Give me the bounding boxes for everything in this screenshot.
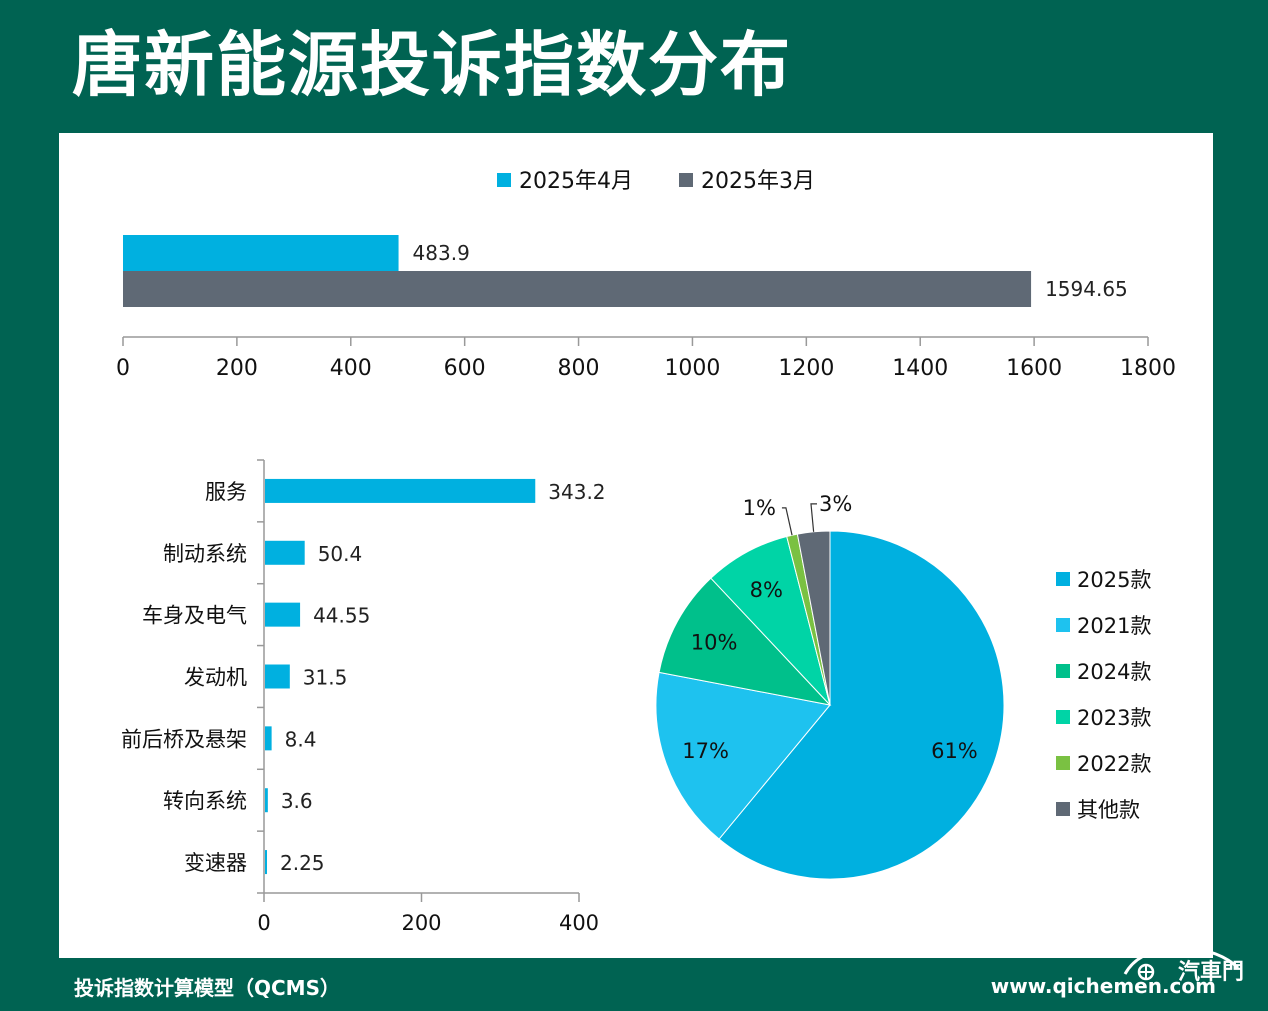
pie-label-4: 8% — [750, 578, 783, 602]
chart-panel: 2025年4月 2025年3月 483.9 1594.65 0 200 400 600 800 1… — [59, 133, 1213, 958]
category-label: 前后桥及悬架 — [121, 727, 247, 751]
pie-legend-label-4: 2023款 — [1077, 706, 1151, 730]
x-tick-label-2: 0 — [257, 911, 270, 935]
pie-slice-2 — [655, 671, 831, 840]
pie-legend-swatch-4 — [1056, 710, 1070, 724]
category-bar — [265, 726, 272, 751]
category-label: 变速器 — [184, 851, 247, 875]
category-value-label: 8.4 — [285, 727, 317, 751]
pie-legend-swatch-1 — [1056, 572, 1070, 586]
category-value-label: 44.55 — [313, 604, 370, 628]
x-tick-label-2: 400 — [559, 911, 599, 935]
category-value-label: 3.6 — [281, 789, 313, 813]
x-tick-label: 400 — [330, 356, 372, 381]
pie-label-3: 10% — [691, 630, 738, 654]
data-label-1: 483.9 — [413, 241, 470, 265]
legend-label-2: 2025年3月 — [701, 169, 815, 194]
x-tick-label: 1600 — [1006, 356, 1062, 381]
category-bar — [265, 478, 536, 503]
category-value-label: 2.25 — [280, 851, 325, 875]
pie-legend-label-1: 2025款 — [1077, 568, 1151, 592]
bar-1 — [123, 235, 399, 271]
footer-website[interactable]: www.qichemen.com — [990, 974, 1216, 998]
pie-legend-label-3: 2024款 — [1077, 660, 1151, 684]
x-tick-label: 0 — [116, 356, 130, 381]
x-tick-label: 1200 — [778, 356, 834, 381]
pie-legend-swatch-3 — [1056, 664, 1070, 678]
category-bar — [265, 540, 305, 565]
pie-legend-swatch-2 — [1056, 618, 1070, 632]
category-bar — [265, 602, 301, 627]
category-label: 服务 — [205, 480, 247, 504]
pie-legend-label-2: 2021款 — [1077, 614, 1151, 638]
pie-label-2: 17% — [682, 739, 729, 763]
legend-label-1: 2025年4月 — [519, 169, 633, 194]
x-tick-label: 1400 — [892, 356, 948, 381]
brand-logo-icon — [1123, 946, 1240, 981]
pie-legend-swatch-6 — [1056, 802, 1070, 816]
legend-swatch-2 — [679, 173, 693, 187]
legend-swatch-1 — [497, 173, 511, 187]
pie-legend-label-6: 其他款 — [1077, 798, 1140, 822]
pie-slice-1 — [718, 530, 1005, 880]
pie-legend-swatch-5 — [1056, 756, 1070, 770]
x-tick-label: 600 — [444, 356, 486, 381]
pie-label-6: 3% — [819, 492, 852, 516]
pie-label-1: 61% — [931, 739, 978, 763]
category-value-label: 50.4 — [318, 542, 363, 566]
bar-2 — [123, 271, 1032, 307]
category-bar — [265, 850, 267, 875]
x-tick-label: 200 — [216, 356, 258, 381]
category-value-label: 343.2 — [548, 480, 605, 504]
x-tick-label: 1800 — [1120, 356, 1176, 381]
pie-slice-3 — [658, 577, 832, 706]
chart-canvas: 2025年4月 2025年3月 483.9 1594.65 0 200 400 600 800 1… — [116, 169, 1176, 935]
pie-legend-label-5: 2022款 — [1077, 752, 1151, 776]
page-title: 唐新能源投诉指数分布 — [72, 24, 792, 106]
pie-leader-line-6 — [810, 503, 817, 532]
x-tick-label: 800 — [558, 356, 600, 381]
x-tick-label-2: 200 — [401, 911, 441, 935]
category-label: 发动机 — [184, 666, 247, 690]
category-value-label: 31.5 — [303, 666, 348, 690]
category-bar — [265, 664, 290, 689]
pie-slice-6 — [796, 530, 831, 706]
category-label: 车身及电气 — [142, 604, 247, 628]
pie-leader-line-5 — [781, 507, 793, 536]
category-label: 转向系统 — [163, 789, 247, 813]
data-label-2: 1594.65 — [1045, 277, 1128, 301]
x-tick-label: 1000 — [664, 356, 720, 381]
footer-model-note: 投诉指数计算模型（QCMS） — [74, 976, 340, 1000]
brand-logo-text: 汽車門 — [1178, 960, 1245, 985]
category-label: 制动系统 — [163, 542, 247, 566]
pie-label-5: 1% — [743, 496, 776, 520]
category-bar — [265, 788, 268, 813]
